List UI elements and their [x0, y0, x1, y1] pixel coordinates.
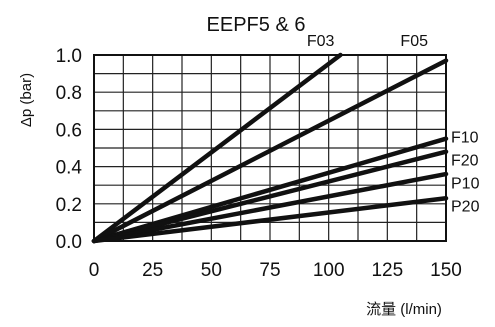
x-tick-labels: 0 25 50 75 100 125 150 — [89, 260, 462, 281]
y-tick-label: 0.8 — [56, 83, 82, 104]
chart-title: EEPF5 & 6 — [207, 14, 306, 36]
y-tick-label: 0.2 — [56, 195, 82, 216]
y-tick-label: 0.4 — [56, 158, 83, 179]
x-tick-label: 25 — [142, 260, 163, 281]
x-tick-label: 0 — [89, 260, 100, 281]
series-line-p20 — [91, 195, 449, 244]
series-line-f03 — [91, 52, 343, 244]
series-label-p20: P20 — [451, 199, 480, 216]
series-label-f05: F05 — [400, 33, 428, 50]
y-tick-label: 0.0 — [56, 232, 82, 253]
x-axis-label: 流量 (l/min) — [366, 301, 442, 318]
plot-frame — [93, 54, 447, 242]
y-tick-labels: 0.0 0.2 0.4 0.6 0.8 1.0 — [56, 46, 83, 253]
x-tick-label: 150 — [430, 260, 462, 281]
series-label-f20: F20 — [451, 153, 479, 170]
series-line-f20 — [91, 149, 449, 244]
y-tick-label: 0.6 — [56, 120, 82, 141]
x-tick-label: 100 — [313, 260, 345, 281]
series-label-f10: F10 — [451, 130, 479, 147]
series-labels: F03 F05 F10 F20 P10 P20 — [307, 33, 480, 216]
x-tick-label: 75 — [259, 260, 280, 281]
series-line-p10 — [91, 171, 449, 244]
y-tick-label: 1.0 — [56, 46, 82, 67]
series-label-f03: F03 — [307, 33, 335, 50]
x-tick-label: 50 — [201, 260, 222, 281]
x-tick-label: 125 — [371, 260, 403, 281]
series-line-f05 — [91, 58, 449, 244]
series-label-p10: P10 — [451, 176, 480, 193]
y-axis-label: Δp (bar) — [18, 73, 35, 127]
series-lines — [91, 52, 449, 244]
